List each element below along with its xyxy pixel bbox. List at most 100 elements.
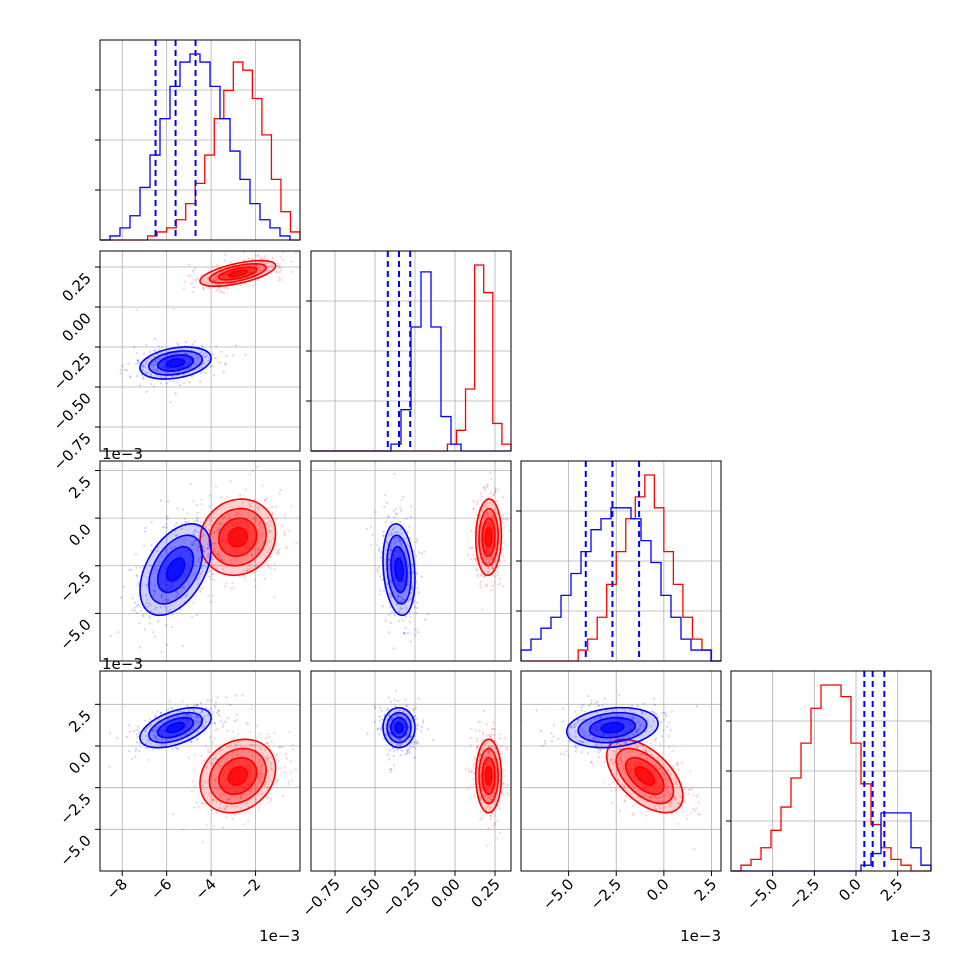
red-sample-point <box>207 751 210 754</box>
blue-sample-point <box>369 525 372 528</box>
red-sample-point <box>249 808 252 812</box>
red-sample-point <box>212 798 215 801</box>
panel-frame <box>99 460 301 662</box>
blue-sample-point <box>432 738 435 741</box>
blue-sample-point <box>160 743 163 746</box>
blue-sample-point <box>608 714 611 717</box>
blue-sample-point <box>661 735 664 738</box>
red-sample-point <box>470 736 473 740</box>
blue-sample-point <box>185 714 188 717</box>
blue-sample-point <box>138 750 141 753</box>
panel-frame <box>310 670 512 872</box>
red-sample-point <box>669 773 672 776</box>
blue-sample-point <box>144 526 147 530</box>
red-sample-point <box>608 783 611 786</box>
blue-sample-point <box>204 557 207 560</box>
blue-sample-point <box>141 365 145 368</box>
red-sample-point <box>268 801 271 804</box>
red-sample-point <box>235 743 238 747</box>
red-sample-point <box>642 752 645 756</box>
red-sample-point <box>217 552 220 555</box>
red-sample-point <box>291 779 294 782</box>
red-sample-point <box>286 545 289 549</box>
red-sample-point <box>279 489 282 492</box>
blue-sample-point <box>192 601 195 604</box>
red-sample-point <box>494 490 497 493</box>
blue-sample-point <box>635 755 639 758</box>
blue-sample-point <box>384 521 387 524</box>
blue-sample-point <box>590 738 593 741</box>
red-sample-point <box>218 286 221 289</box>
blue-sample-point <box>190 365 193 368</box>
red-sample-point <box>247 820 250 823</box>
blue-sample-point <box>631 716 634 719</box>
blue-sample-point <box>160 594 164 597</box>
blue-sample-point <box>376 570 380 574</box>
red-sample-point <box>259 733 262 736</box>
blue-sample-point <box>141 613 144 617</box>
red-sample-point <box>489 814 492 817</box>
blue-sample-point <box>213 721 216 725</box>
blue-sample-point <box>539 729 543 732</box>
blue-sample-point <box>209 365 212 368</box>
red-sample-point <box>212 266 215 269</box>
blue-sample-point <box>109 732 112 735</box>
blue-sample-point <box>201 354 205 357</box>
blue-sample-point <box>198 720 202 723</box>
blue-sample-point <box>407 747 410 751</box>
red-sample-point <box>600 742 603 746</box>
red-sample-point <box>255 724 258 727</box>
red-sample-point <box>485 755 488 758</box>
red-sample-point <box>668 805 671 808</box>
blue-sample-point <box>588 704 591 707</box>
blue-sample-point <box>381 573 384 576</box>
blue-sample-point <box>398 744 402 747</box>
blue-sample-point <box>174 590 177 593</box>
blue-sample-point <box>378 707 382 710</box>
red-sample-point <box>485 514 488 517</box>
red-sample-point <box>280 524 284 527</box>
blue-sample-point <box>160 596 163 599</box>
red-sample-point <box>289 770 293 774</box>
red-sample-point <box>642 794 645 798</box>
blue-sample-point <box>200 726 204 729</box>
blue-sample-point <box>194 560 197 563</box>
blue-sample-point <box>409 744 412 747</box>
blue-sample-point <box>405 718 409 721</box>
blue-sample-point <box>426 728 429 731</box>
blue-sample-point <box>409 746 412 749</box>
red-sample-point <box>240 284 243 287</box>
red-sample-point <box>479 798 482 802</box>
blue-sample-point <box>695 705 698 708</box>
red-sample-point <box>250 788 253 791</box>
blue-sample-point <box>165 624 168 627</box>
tick-label: −8 <box>103 875 131 903</box>
blue-sample-point <box>415 742 418 745</box>
red-sample-point <box>638 728 641 731</box>
blue-sample-point <box>185 733 188 736</box>
red-sample-point <box>499 582 502 585</box>
red-sample-point <box>668 745 671 749</box>
blue-sample-point <box>640 712 644 716</box>
blue-sample-point <box>206 543 210 546</box>
red-sample-point <box>189 483 192 486</box>
blue-sample-point <box>396 539 400 543</box>
hist-panel-0 <box>100 40 301 241</box>
tick-label: −5.0 <box>56 831 94 869</box>
blue-sample-point <box>394 536 397 539</box>
red-sample-point <box>482 731 485 734</box>
blue-sample-point <box>134 749 137 752</box>
blue-sample-point <box>386 707 389 710</box>
blue-sample-point <box>192 532 195 535</box>
blue-contour <box>165 721 186 734</box>
blue-sample-point <box>579 731 582 734</box>
red-sample-point <box>276 262 279 266</box>
blue-sample-point <box>154 349 157 352</box>
red-sample-point <box>210 515 213 518</box>
red-sample-point <box>260 792 263 795</box>
red-sample-point <box>498 807 502 810</box>
blue-sample-point <box>135 575 139 578</box>
red-sample-point <box>473 763 476 766</box>
red-sample-point <box>473 531 476 534</box>
red-sample-point <box>689 812 692 815</box>
